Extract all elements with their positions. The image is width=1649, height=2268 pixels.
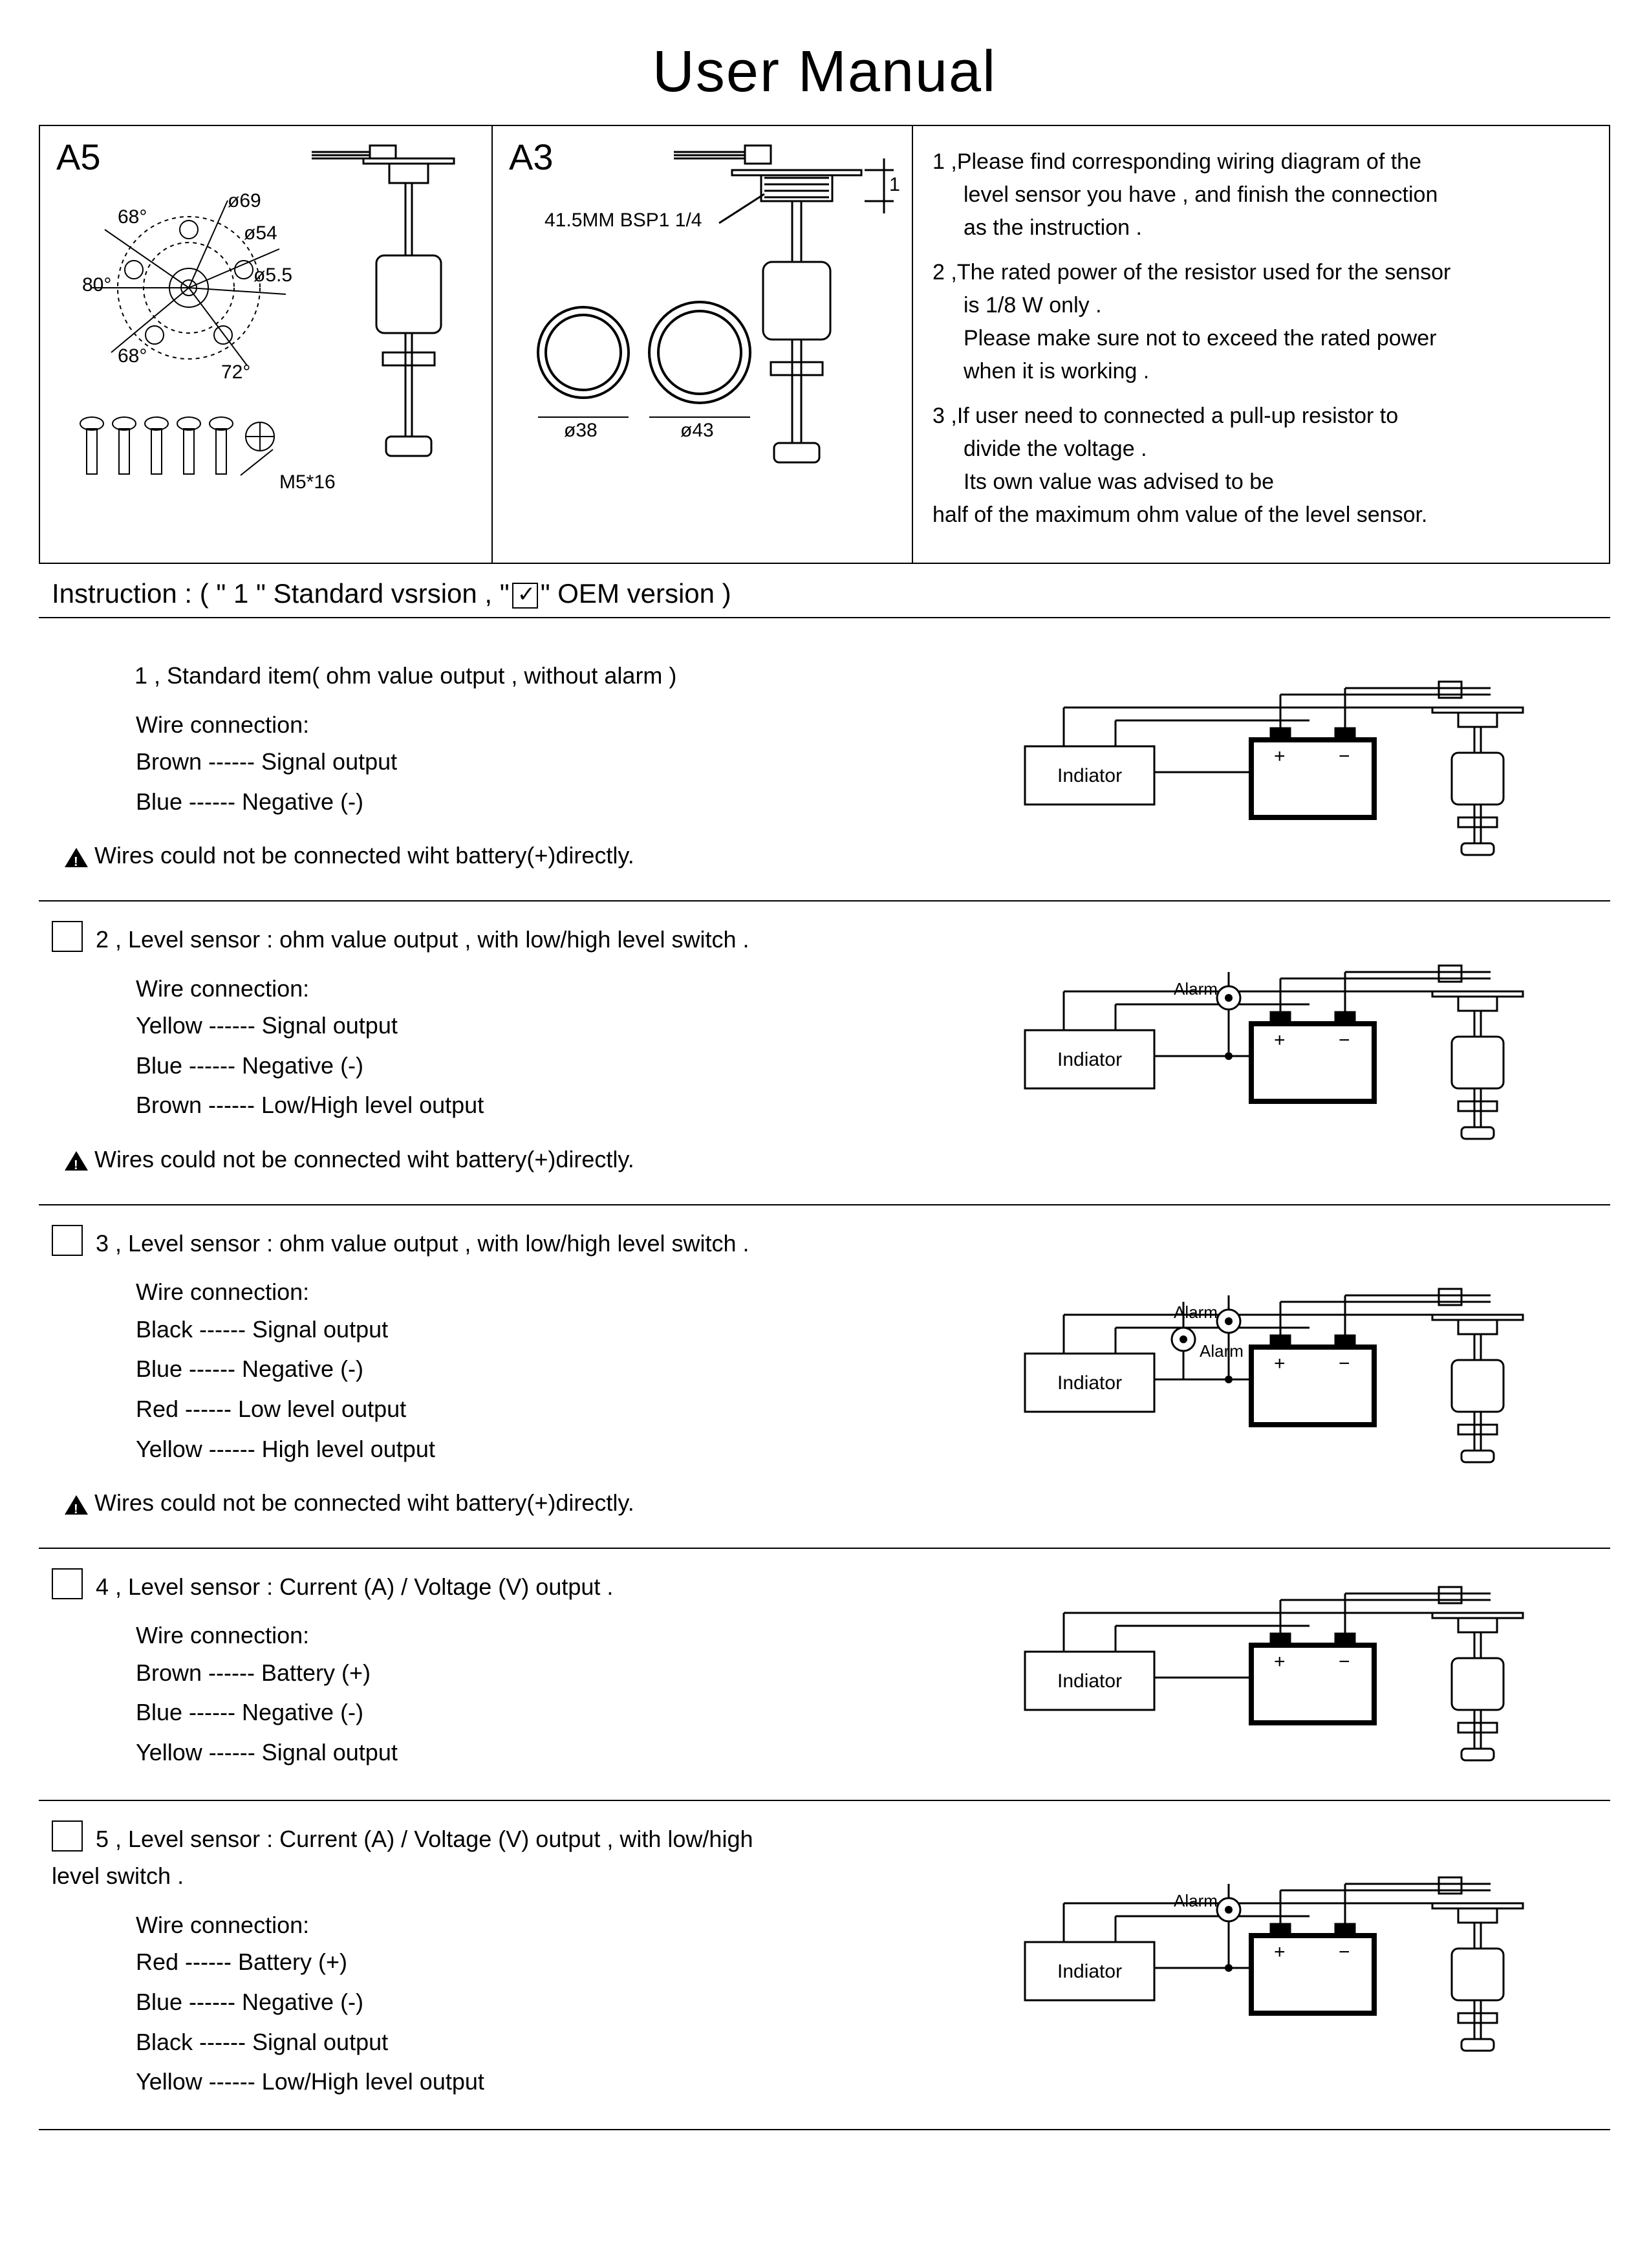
a5-diagram: 68° 80° 68° 72° ø69 ø54 ø5.5 M5*16 xyxy=(53,139,480,501)
a5-panel: A5 xyxy=(40,126,493,563)
section-title: 1 , Standard item( ohm value output , wi… xyxy=(135,662,676,689)
wiring-diagram: Alarm Indiator + − xyxy=(870,1871,1549,2052)
svg-text:Alarm: Alarm xyxy=(1174,1891,1218,1910)
svg-text:−: − xyxy=(1339,1030,1350,1051)
svg-text:−: − xyxy=(1339,1651,1350,1672)
section-title: 5 , Level sensor : Current (A) / Voltage… xyxy=(52,1826,753,1890)
a5-dim-2: ø5.5 xyxy=(253,265,292,286)
svg-text:Indiator: Indiator xyxy=(1057,1961,1122,1982)
svg-text:+: + xyxy=(1274,1651,1286,1672)
svg-text:Alarm: Alarm xyxy=(1174,979,1218,999)
wire-line: Yellow ------ High level output xyxy=(136,1431,795,1468)
warning-icon xyxy=(65,1495,88,1515)
warning-line: Wires could not be connected wiht batter… xyxy=(52,837,795,874)
wire-connection-label: Wire connection: xyxy=(136,1906,795,1944)
wire-line: Yellow ------ Signal output xyxy=(136,1734,795,1771)
wire-line: Black ------ Signal output xyxy=(136,2024,795,2061)
svg-text:+: + xyxy=(1274,1030,1286,1051)
wire-line: Brown ------ Low/High level output xyxy=(136,1086,795,1124)
a3-bsp-text: 41.5MM BSP1 1/4 xyxy=(544,210,702,231)
wire-line: Black ------ Signal output xyxy=(136,1311,795,1348)
svg-text:−: − xyxy=(1339,746,1350,767)
section-checkbox[interactable] xyxy=(52,1225,83,1256)
wiring-diagram: Alarm Alarm Indiator + − xyxy=(870,1282,1549,1463)
a3-ring2: ø43 xyxy=(680,420,714,441)
section-1: 1 , Standard item( ohm value output , wi… xyxy=(39,638,1610,902)
wire-connection-label: Wire connection: xyxy=(136,1273,795,1311)
page-title: User Manual xyxy=(39,39,1610,105)
a5-angle-3: 72° xyxy=(221,362,250,383)
wire-connection-label: Wire connection: xyxy=(136,1617,795,1654)
a5-angle-0: 68° xyxy=(118,206,147,228)
note-2: 2 ,The rated power of the resistor used … xyxy=(932,256,1590,388)
top-diagram-row: A5 xyxy=(39,125,1610,564)
wire-line: Blue ------ Negative (-) xyxy=(136,1350,795,1388)
a5-dim-0: ø69 xyxy=(228,190,261,211)
warning-line: Wires could not be connected wiht batter… xyxy=(52,1141,795,1178)
section-4: 4 , Level sensor : Current (A) / Voltage… xyxy=(39,1549,1610,1801)
wire-connection-label: Wire connection: xyxy=(136,706,795,744)
notes-panel: 1 ,Please find corresponding wiring diag… xyxy=(913,126,1609,563)
wire-connection-label: Wire connection: xyxy=(136,970,795,1008)
svg-text:−: − xyxy=(1339,1353,1350,1374)
svg-text:−: − xyxy=(1339,1941,1350,1963)
section-checkbox[interactable] xyxy=(52,921,83,952)
wire-line: Brown ------ Signal output xyxy=(136,743,795,781)
wire-line: Blue ------ Negative (-) xyxy=(136,1047,795,1085)
wire-line: Blue ------ Negative (-) xyxy=(136,1694,795,1731)
svg-text:+: + xyxy=(1274,746,1286,767)
a3-diagram: 11 41.5MM BSP1 1/4 ø38 ø43 xyxy=(506,139,900,501)
a3-label: A3 xyxy=(509,136,554,178)
svg-text:Indiator: Indiator xyxy=(1057,1372,1122,1394)
section-checkbox[interactable] xyxy=(52,1820,83,1852)
wire-line: Yellow ------ Low/High level output xyxy=(136,2063,795,2101)
section-checkbox[interactable] xyxy=(52,1568,83,1599)
note-3: 3 ,If user need to connected a pull-up r… xyxy=(932,400,1590,532)
wire-line: Yellow ------ Signal output xyxy=(136,1007,795,1044)
section-2: 2 , Level sensor : ohm value output , wi… xyxy=(39,902,1610,1205)
warning-icon xyxy=(65,1151,88,1171)
a5-angle-1: 80° xyxy=(82,274,111,296)
section-title: 2 , Level sensor : ohm value output , wi… xyxy=(96,926,749,953)
wire-line: Red ------ Battery (+) xyxy=(136,1943,795,1981)
svg-text:Alarm: Alarm xyxy=(1200,1341,1244,1361)
wire-line: Blue ------ Negative (-) xyxy=(136,1983,795,2021)
a3-panel: A3 xyxy=(493,126,913,563)
checkbox-icon xyxy=(512,583,538,609)
instruction-line: Instruction : ( " 1 " Standard vsrsion ,… xyxy=(39,570,1610,618)
svg-text:Indiator: Indiator xyxy=(1057,765,1122,786)
svg-text:Alarm: Alarm xyxy=(1174,1302,1218,1322)
wire-line: Brown ------ Battery (+) xyxy=(136,1654,795,1692)
wire-line: Blue ------ Negative (-) xyxy=(136,783,795,821)
a3-dim-11: 11 xyxy=(889,174,900,195)
svg-text:Indiator: Indiator xyxy=(1057,1670,1122,1692)
wire-line: Red ------ Low level output xyxy=(136,1390,795,1428)
wiring-diagram: Alarm Indiator + − xyxy=(870,959,1549,1140)
svg-text:+: + xyxy=(1274,1941,1286,1963)
section-5: 5 , Level sensor : Current (A) / Voltage… xyxy=(39,1801,1610,2130)
note-1: 1 ,Please find corresponding wiring diag… xyxy=(932,146,1590,244)
a3-ring1: ø38 xyxy=(564,420,598,441)
warning-line: Wires could not be connected wiht batter… xyxy=(52,1484,795,1522)
wiring-diagram: Indiator + − xyxy=(870,675,1549,856)
a5-dim-1: ø54 xyxy=(244,222,277,244)
a5-screw-label: M5*16 xyxy=(279,471,336,493)
section-title: 3 , Level sensor : ohm value output , wi… xyxy=(96,1230,749,1257)
wiring-diagram: Indiator + − xyxy=(870,1581,1549,1762)
section-3: 3 , Level sensor : ohm value output , wi… xyxy=(39,1205,1610,1549)
a5-angle-2: 68° xyxy=(118,345,147,367)
svg-text:+: + xyxy=(1274,1353,1286,1374)
warning-icon xyxy=(65,848,88,867)
a5-label: A5 xyxy=(56,136,101,178)
svg-text:Indiator: Indiator xyxy=(1057,1049,1122,1070)
section-title: 4 , Level sensor : Current (A) / Voltage… xyxy=(96,1573,613,1600)
